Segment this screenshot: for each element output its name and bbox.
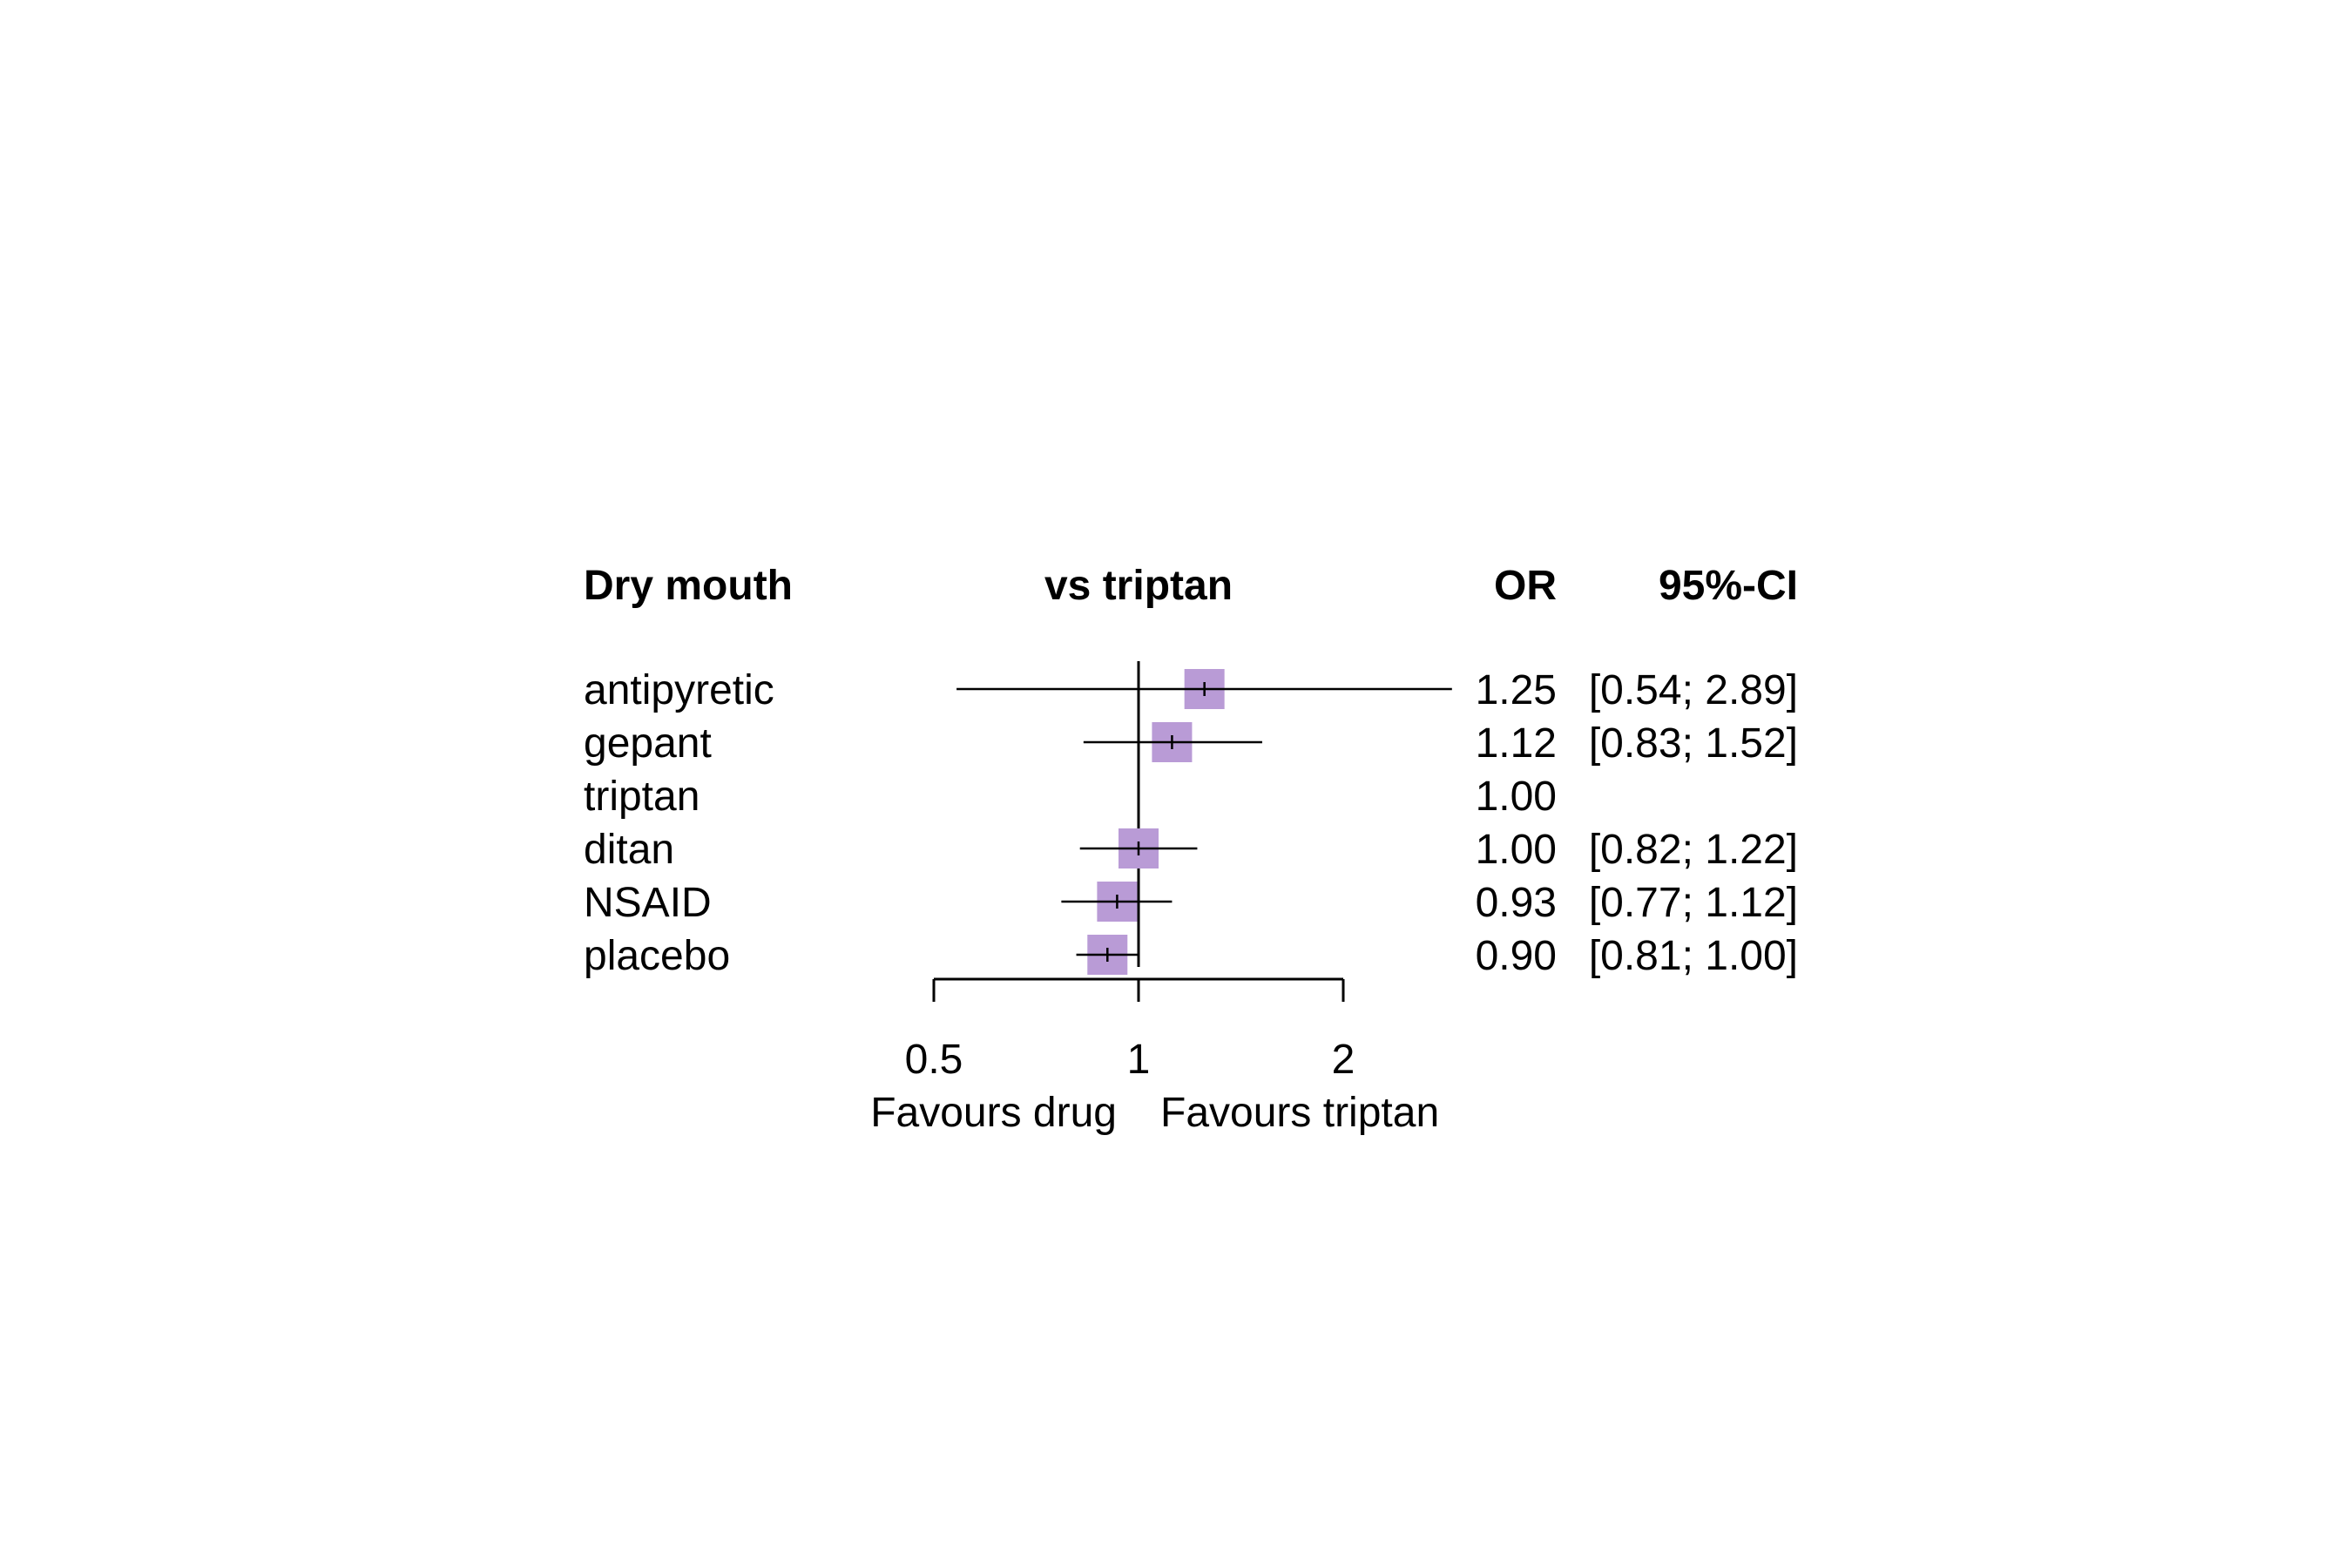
axis-tick-label: 0.5 — [905, 1037, 963, 1083]
x-axis: 0.5 1 2 — [905, 977, 1355, 1083]
row-label: antipyretic — [584, 667, 774, 713]
study-row-nsaid: NSAID 0.93 [0.77; 1.12] — [584, 880, 1798, 926]
favours-drug-label: Favours drug — [870, 1090, 1117, 1136]
ci-value: [0.82; 1.22] — [1589, 827, 1798, 873]
study-row-ditan: ditan 1.00 [0.82; 1.22] — [584, 827, 1798, 873]
comparison-header: vs triptan — [1044, 563, 1233, 609]
row-label: gepant — [584, 720, 712, 767]
study-rows: antipyretic 1.25 [0.54; 2.89] gepant 1.12 [0.… — [584, 661, 1798, 979]
ci-value: [0.81; 1.00] — [1589, 933, 1798, 979]
row-label: NSAID — [584, 880, 712, 926]
or-value: 1.12 — [1476, 720, 1557, 767]
axis-tick-label: 1 — [1127, 1037, 1151, 1083]
study-row-gepant: gepant 1.12 [0.83; 1.52] — [584, 720, 1798, 767]
study-row-placebo: placebo 0.90 [0.81; 1.00] — [584, 933, 1798, 979]
axis-tick-label: 2 — [1332, 1037, 1355, 1083]
row-label: placebo — [584, 933, 730, 979]
or-value: 1.25 — [1476, 667, 1557, 713]
or-value: 0.90 — [1476, 933, 1557, 979]
study-row-antipyretic: antipyretic 1.25 [0.54; 2.89] — [584, 667, 1798, 713]
row-label: ditan — [584, 827, 674, 873]
ci-value: [0.83; 1.52] — [1589, 720, 1798, 767]
ci-value: [0.54; 2.89] — [1589, 667, 1798, 713]
or-value: 1.00 — [1476, 774, 1557, 820]
ci-header: 95%-CI — [1659, 563, 1798, 609]
outcome-header: Dry mouth — [584, 563, 793, 609]
study-row-triptan: triptan 1.00 — [584, 774, 1557, 820]
row-label: triptan — [584, 774, 700, 820]
favours-triptan-label: Favours triptan — [1160, 1090, 1439, 1136]
or-header: OR — [1494, 563, 1557, 609]
or-value: 1.00 — [1476, 827, 1557, 873]
ci-value: [0.77; 1.12] — [1589, 880, 1798, 926]
or-value: 0.93 — [1476, 880, 1557, 926]
